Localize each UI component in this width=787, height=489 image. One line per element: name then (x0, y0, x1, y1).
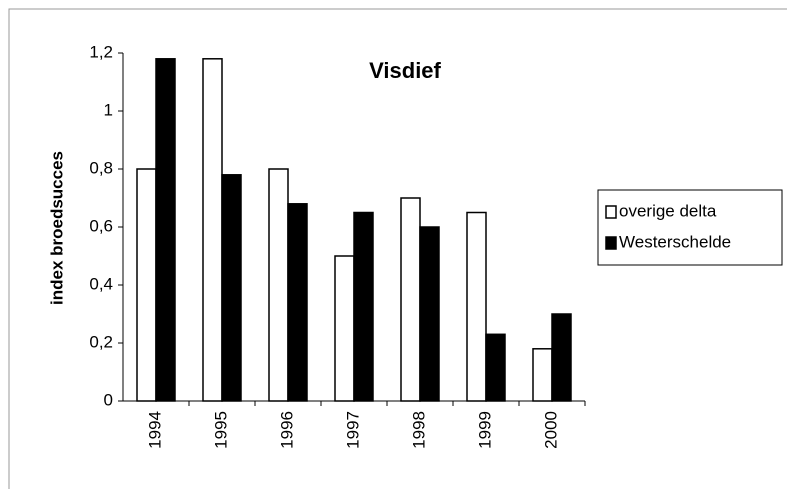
y-tick-label: 0,4 (89, 274, 113, 293)
chart-title: Visdief (369, 58, 441, 83)
x-tick-label: 2000 (541, 411, 560, 449)
legend-swatch (605, 205, 617, 219)
legend-label: overige delta (619, 201, 717, 220)
bar (155, 58, 176, 402)
y-tick-label: 0 (104, 390, 113, 409)
y-tick-label: 0,6 (89, 216, 113, 235)
bar (532, 348, 553, 402)
bar (136, 168, 157, 402)
legend-label: Westerschelde (619, 232, 731, 251)
bar (400, 197, 421, 402)
x-tick-label: 1997 (343, 411, 362, 449)
x-tick-label: 1994 (145, 411, 164, 449)
y-axis-label: index broedsucces (47, 151, 66, 305)
bar (419, 226, 440, 402)
bar (485, 333, 506, 402)
y-tick-label: 0,8 (89, 158, 113, 177)
bar (551, 313, 572, 402)
bar (466, 211, 487, 402)
legend-swatch (605, 236, 617, 250)
y-tick-label: 0,2 (89, 332, 113, 351)
bar (202, 58, 223, 402)
y-tick-label: 1 (104, 100, 113, 119)
bar (221, 174, 242, 402)
y-tick-label: 1,2 (89, 42, 113, 61)
x-tick-label: 1999 (475, 411, 494, 449)
bar (353, 211, 374, 402)
chart-frame (8, 8, 787, 489)
x-tick-label: 1998 (409, 411, 428, 449)
bar (268, 168, 289, 402)
bar (287, 203, 308, 402)
bar (334, 255, 355, 402)
x-tick-label: 1996 (277, 411, 296, 449)
x-tick-label: 1995 (211, 411, 230, 449)
legend-box (597, 189, 783, 266)
